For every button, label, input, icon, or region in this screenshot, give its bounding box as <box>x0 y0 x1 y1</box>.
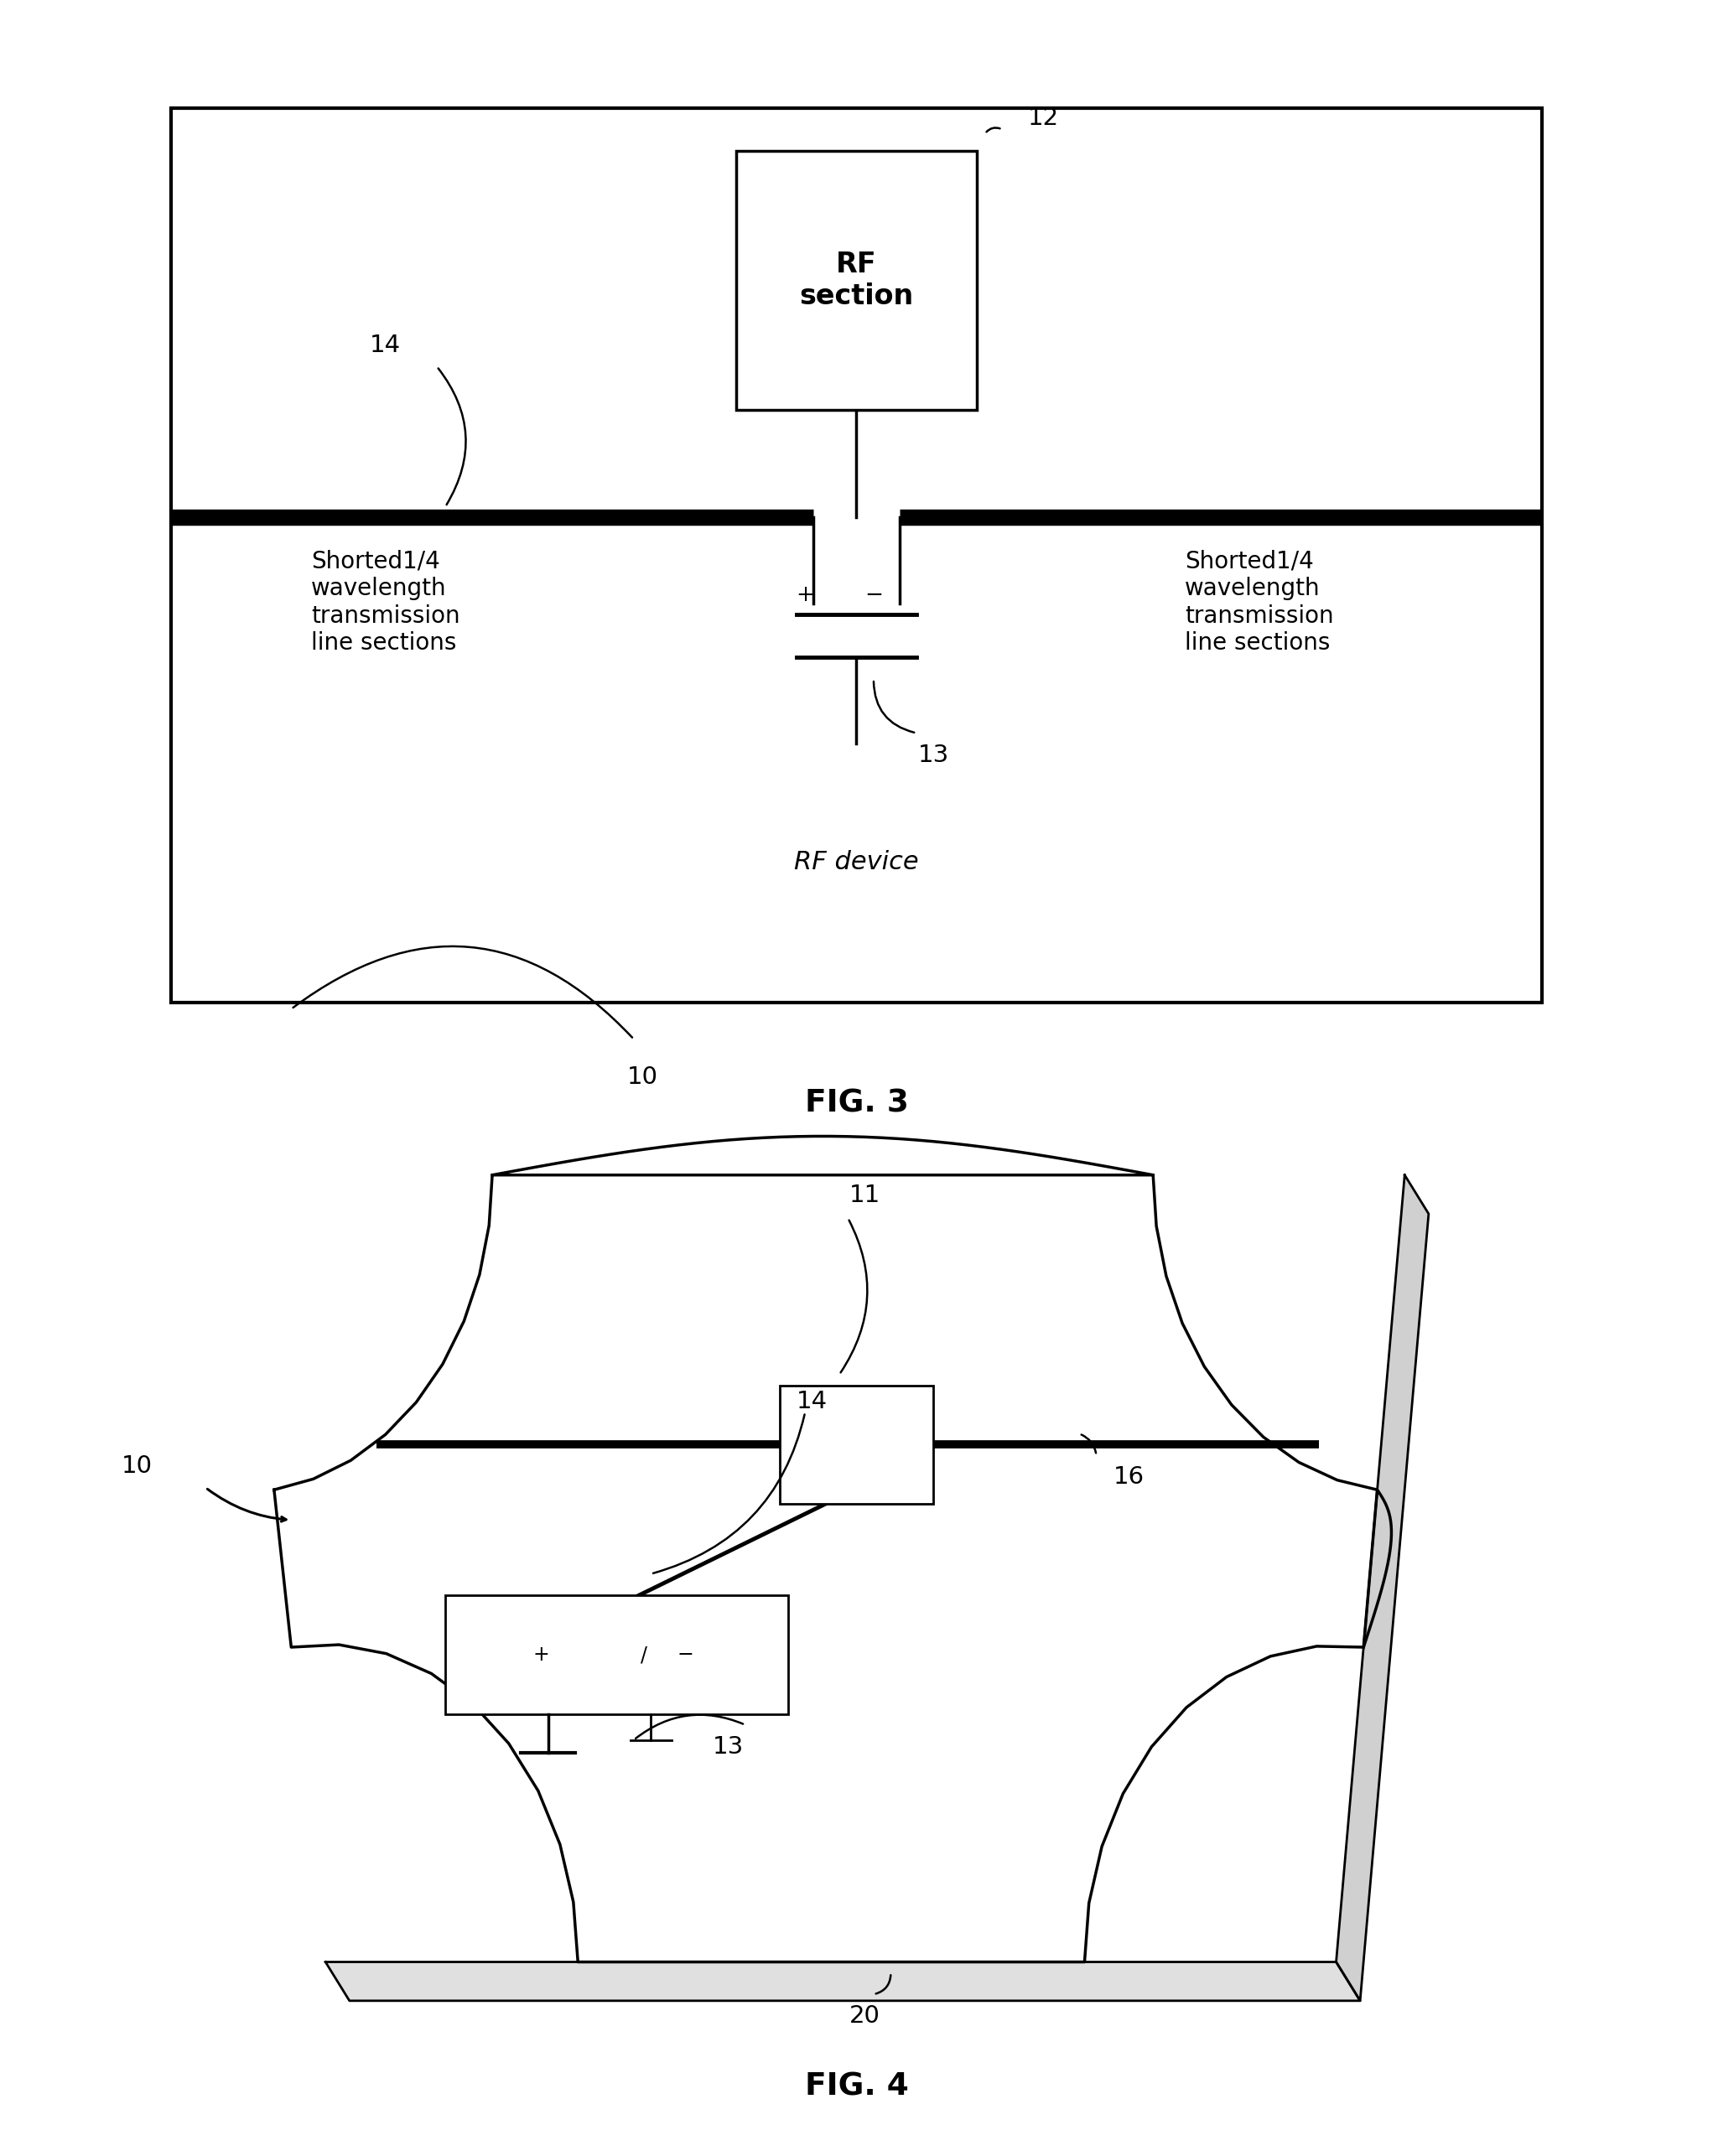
Text: 16: 16 <box>1113 1466 1144 1488</box>
Text: RF
section: RF section <box>800 250 913 310</box>
Text: 14: 14 <box>370 334 401 356</box>
Text: 13: 13 <box>918 744 949 768</box>
FancyBboxPatch shape <box>737 151 976 410</box>
Text: 13: 13 <box>713 1736 743 1759</box>
Text: +: + <box>533 1645 550 1664</box>
Text: 12: 12 <box>1028 108 1059 129</box>
Text: 11: 11 <box>850 1184 880 1207</box>
Text: Shorted1/4
wavelength
transmission
line sections: Shorted1/4 wavelength transmission line … <box>1185 550 1333 655</box>
Text: /: / <box>641 1645 648 1664</box>
Text: FIG. 4: FIG. 4 <box>805 2072 908 2102</box>
Text: FIG. 3: FIG. 3 <box>805 1089 908 1119</box>
Text: 10: 10 <box>122 1455 152 1477</box>
Text: −: − <box>677 1645 694 1664</box>
Text: RF device: RF device <box>795 849 918 875</box>
FancyBboxPatch shape <box>779 1386 934 1505</box>
Polygon shape <box>274 1175 1377 1962</box>
Polygon shape <box>325 1962 1360 2001</box>
Text: Shorted1/4
wavelength
transmission
line sections: Shorted1/4 wavelength transmission line … <box>312 550 459 655</box>
Text: 20: 20 <box>850 2005 880 2027</box>
FancyBboxPatch shape <box>171 108 1542 1003</box>
Text: +: + <box>797 584 814 606</box>
Text: 10: 10 <box>627 1065 658 1089</box>
Polygon shape <box>1336 1175 1429 2001</box>
Text: 14: 14 <box>797 1391 827 1412</box>
FancyBboxPatch shape <box>445 1595 788 1714</box>
Text: −: − <box>865 584 882 606</box>
